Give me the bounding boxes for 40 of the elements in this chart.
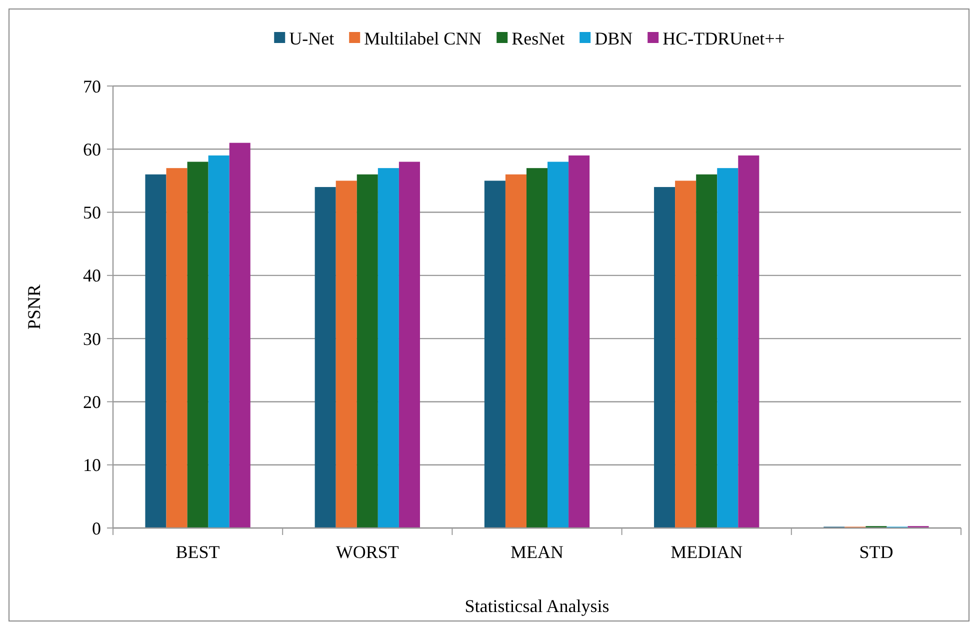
legend-label: ResNet: [512, 28, 565, 48]
x-axis-title: Statisticsal Analysis: [464, 596, 610, 616]
y-tick-label: 70: [83, 76, 101, 96]
x-tick-label: STD: [859, 542, 894, 562]
bar: [314, 187, 336, 528]
x-tick-label: MEDIAN: [670, 542, 743, 562]
legend-label: DBN: [594, 28, 633, 48]
bar: [336, 180, 357, 528]
bar: [738, 155, 760, 528]
bar: [166, 168, 188, 528]
legend-label: U-Net: [289, 28, 334, 48]
bar: [229, 142, 250, 528]
bar: [568, 155, 590, 528]
y-tick-label: 10: [83, 455, 101, 476]
bar: [356, 174, 378, 528]
y-tick-label: 0: [92, 518, 101, 538]
bar: [548, 162, 569, 528]
bar: [484, 180, 506, 528]
bar: [398, 162, 420, 528]
y-tick-label: 20: [83, 392, 101, 412]
x-tick-label: WORST: [336, 542, 399, 562]
bar: [187, 162, 208, 528]
y-tick-label: 50: [83, 202, 101, 223]
bar: [526, 168, 548, 528]
bar: [654, 187, 676, 528]
y-tick-label: 40: [83, 266, 101, 286]
x-tick-label: BEST: [176, 542, 220, 562]
bar: [505, 174, 526, 528]
x-tick-label: MEAN: [510, 542, 564, 562]
bar: [378, 168, 399, 528]
y-axis-title: PSNR: [24, 284, 44, 330]
legend-label: Multilabel CNN: [364, 28, 482, 48]
bar: [675, 180, 696, 528]
bar: [208, 155, 230, 528]
y-tick-label: 60: [83, 139, 101, 160]
bar: [145, 174, 166, 528]
y-tick-label: 30: [83, 328, 101, 349]
legend-label: HC-TDRUnet++: [662, 28, 785, 48]
bar: [696, 174, 718, 528]
bar: [717, 168, 738, 528]
